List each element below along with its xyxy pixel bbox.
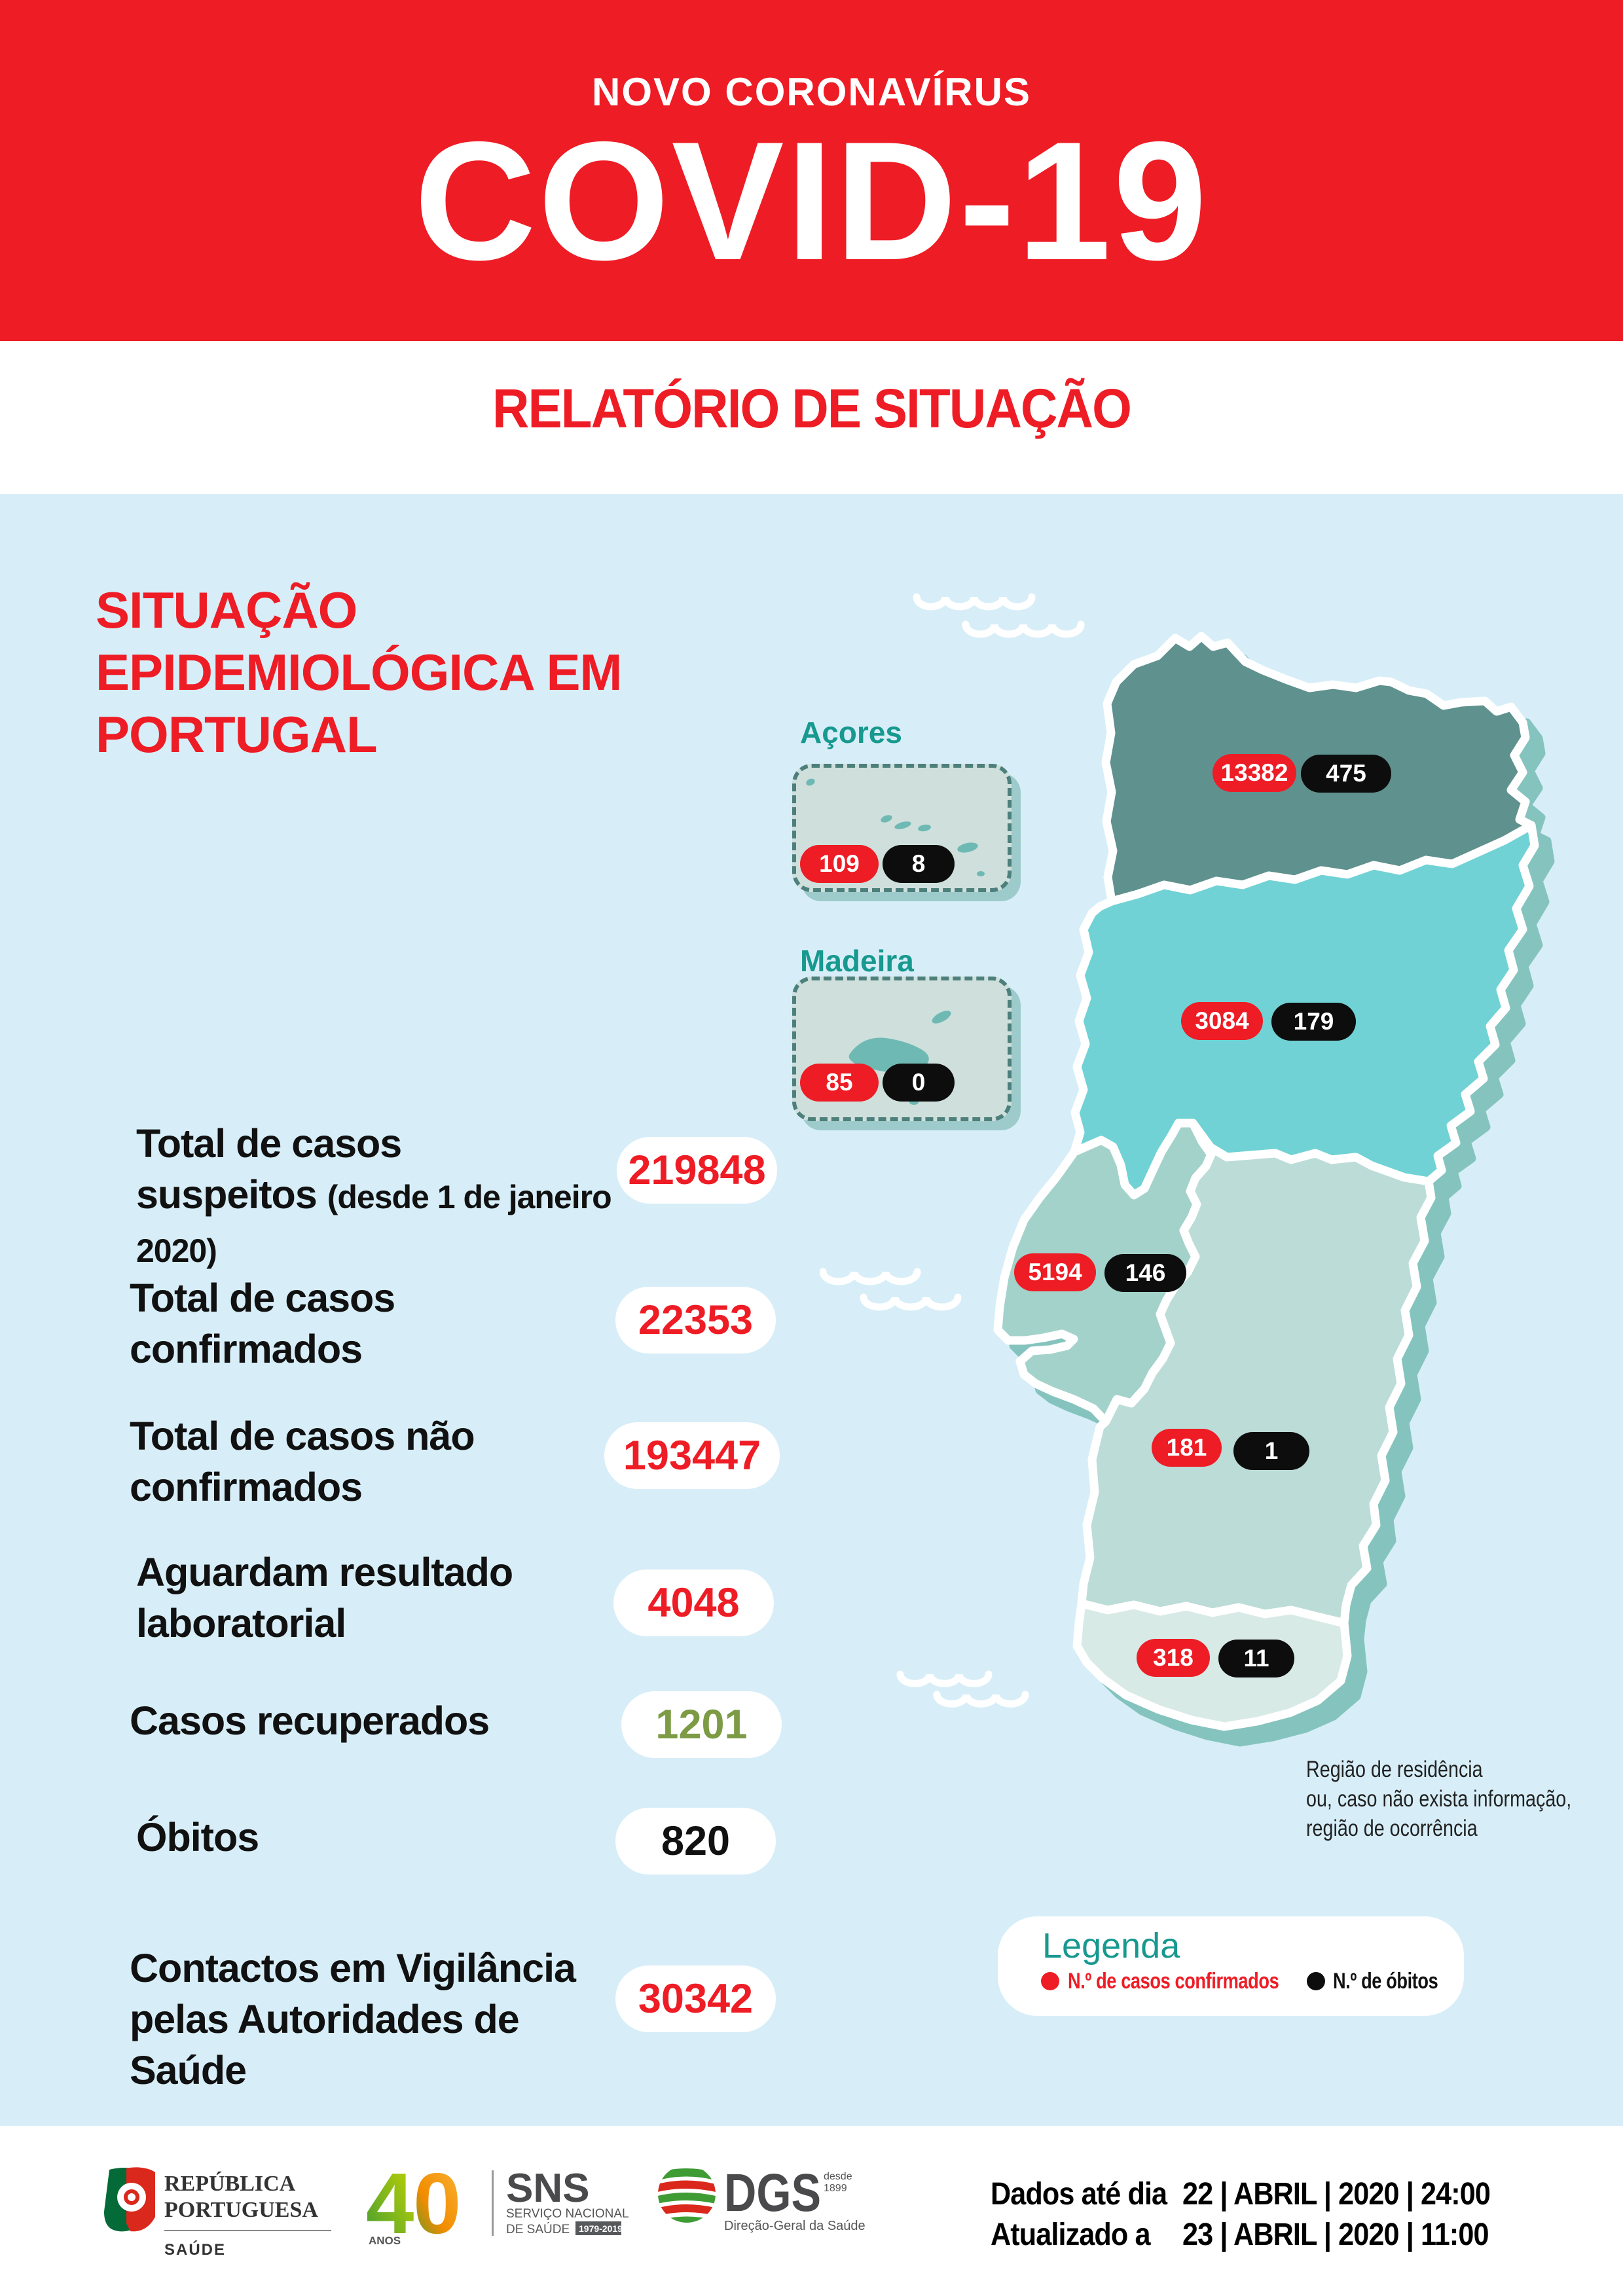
svg-text:desde: desde — [824, 2171, 852, 2182]
svg-text:SAÚDE: SAÚDE — [164, 2240, 226, 2259]
svg-text:PORTUGUESA: PORTUGUESA — [164, 2198, 318, 2222]
svg-text:Direção-Geral da Saúde: Direção-Geral da Saúde — [724, 2219, 866, 2233]
svg-text:ANOS: ANOS — [369, 2234, 401, 2247]
svg-text:4: 4 — [366, 2161, 414, 2251]
svg-text:1899: 1899 — [824, 2183, 847, 2194]
svg-text:DE SAÚDE: DE SAÚDE — [506, 2222, 570, 2236]
svg-text:SERVIÇO NACIONAL: SERVIÇO NACIONAL — [506, 2207, 629, 2221]
svg-text:DGS: DGS — [724, 2163, 821, 2223]
svg-text:REPÚBLICA: REPÚBLICA — [164, 2171, 296, 2196]
svg-text:0: 0 — [413, 2161, 461, 2251]
svg-text:1979-2019: 1979-2019 — [579, 2223, 623, 2234]
svg-text:SNS: SNS — [506, 2166, 589, 2211]
